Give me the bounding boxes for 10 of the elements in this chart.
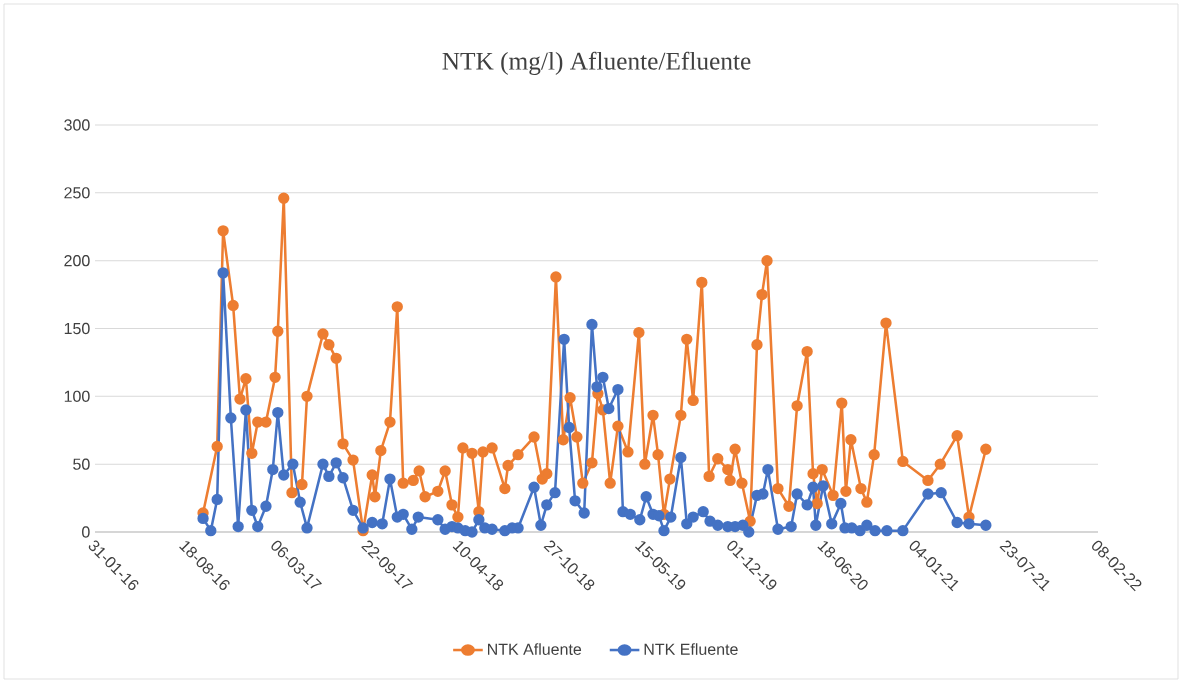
legend-label: NTK Efluente (644, 643, 738, 655)
y-tick-label: 300 (64, 119, 90, 131)
legend-label: NTK Afluente (488, 643, 582, 655)
y-tick-label: 50 (73, 458, 90, 470)
y-tick-label: 0 (82, 526, 90, 538)
y-tick-label: 100 (64, 390, 90, 402)
y-tick-label: 150 (64, 322, 90, 335)
y-tick-label: 200 (64, 255, 90, 267)
y-tick-label: 250 (64, 187, 90, 199)
chart-title: NTK (mg/l) Afluente/Efluente (442, 51, 751, 75)
